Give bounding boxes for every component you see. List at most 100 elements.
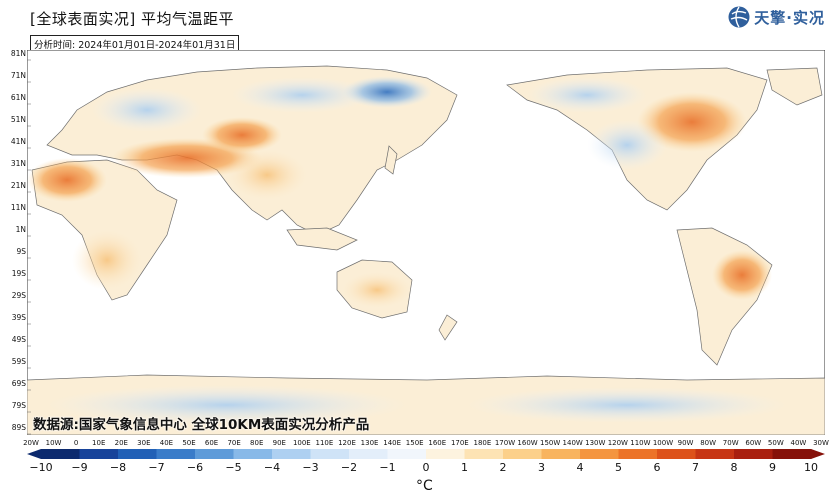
colorbar-tick-label: 0 <box>422 461 430 474</box>
new-zealand-land <box>438 314 458 341</box>
colorbar-tick-label: 6 <box>653 461 661 474</box>
lon-label: 10W <box>45 439 62 447</box>
globe-icon <box>728 6 750 28</box>
lat-label: 49S <box>11 335 26 344</box>
lat-label: 59S <box>11 357 26 366</box>
lon-label: 30W <box>813 439 829 447</box>
lon-label: 130E <box>360 439 379 447</box>
lat-label: 61N <box>10 93 26 102</box>
anomaly-map <box>27 50 825 435</box>
lon-label: 140W <box>562 439 583 447</box>
lon-label: 0 <box>73 439 79 447</box>
lon-label: 130W <box>585 439 606 447</box>
lat-label: 21N <box>10 181 26 190</box>
lat-label: 1N <box>15 225 26 234</box>
lon-label: 140E <box>383 439 402 447</box>
lat-label: 19S <box>11 269 26 278</box>
colorbar-tick-label: −2 <box>340 461 358 474</box>
colorbar-tick-label: 7 <box>692 461 699 474</box>
lat-label: 31N <box>10 159 26 168</box>
colorbar-segment <box>503 449 542 459</box>
colorbar-segment <box>387 449 427 459</box>
lon-label: 160W <box>517 439 538 447</box>
lon-label: 10E <box>92 439 106 447</box>
colorbar-tick-label: −1 <box>379 461 396 474</box>
lat-label: 29S <box>11 291 26 300</box>
lat-label: 51N <box>10 115 26 124</box>
lon-label: 20E <box>114 439 128 447</box>
colorbar-segment <box>695 449 735 459</box>
lon-label: 60E <box>204 439 219 447</box>
lon-label: 100W <box>652 439 674 447</box>
lon-label: 90E <box>272 439 286 447</box>
colorbar-tick-label: −3 <box>302 461 319 474</box>
lon-label: 120E <box>338 439 356 447</box>
indonesia-land <box>286 227 358 251</box>
colorbar-segment <box>272 449 311 459</box>
colorbar-tick-label: 2 <box>499 461 507 474</box>
colorbar-segment <box>464 449 504 459</box>
data-source-note: 数据源:国家气象信息中心 全球10KM表面实况分析产品 <box>33 417 370 433</box>
colorbar-segment <box>233 449 273 459</box>
unit-label: °C <box>416 478 433 494</box>
colorbar-tick-label: −10 <box>29 461 53 474</box>
colorbar-tick-label: −9 <box>71 461 88 474</box>
greenland-land <box>766 67 823 106</box>
lon-label: 50E <box>182 439 196 447</box>
colorbar-max-arrow <box>811 449 825 459</box>
colorbar-segment <box>657 449 696 459</box>
lon-label: 150W <box>539 439 561 447</box>
colorbar-segment <box>734 449 773 459</box>
lon-label: 30E <box>137 439 151 447</box>
lon-label: 50W <box>767 439 784 447</box>
lon-label: 170W <box>494 439 516 447</box>
lon-label: 180E <box>473 439 492 447</box>
lon-label: 150E <box>405 439 424 447</box>
lat-label: 69S <box>11 379 26 388</box>
colorbar-tick-label: −8 <box>109 461 127 474</box>
lon-label: 110E <box>315 439 334 447</box>
lat-label: 89S <box>11 423 26 432</box>
lon-label: 80W <box>700 439 717 447</box>
colorbar-tick-label: 9 <box>769 461 776 474</box>
colorbar-segment <box>310 449 350 459</box>
map-title: [全球表面实况] 平均气温距平 <box>30 10 234 28</box>
lon-label: 60W <box>745 439 762 447</box>
colorbar-segment <box>580 449 619 459</box>
lon-label: 120W <box>607 439 628 447</box>
colorbar-segment <box>426 449 465 459</box>
lat-label: 71N <box>10 71 26 80</box>
lon-label: 70E <box>227 439 241 447</box>
colorbar-tick-label: −4 <box>263 461 281 474</box>
lon-label: 20W <box>23 439 39 447</box>
colorbar-segment <box>618 449 658 459</box>
lon-label: 40W <box>790 439 807 447</box>
colorbar-tick-label: −6 <box>186 461 204 474</box>
lon-label: 110W <box>630 439 651 447</box>
colorbar-segment <box>349 449 388 459</box>
colorbar-segment <box>772 449 812 459</box>
lon-label: 170E <box>450 439 469 447</box>
colorbar-tick-label: −5 <box>225 461 242 474</box>
japan-land <box>384 145 398 175</box>
lon-label: 70W <box>722 439 739 447</box>
lat-label: 79S <box>11 401 26 410</box>
colorbar <box>27 449 825 459</box>
lat-label: 81N <box>10 49 26 58</box>
lon-label: 80E <box>250 439 264 447</box>
colorbar-tick-label: 1 <box>461 461 468 474</box>
lon-label: 40E <box>159 439 174 447</box>
lat-label: 9S <box>16 247 26 256</box>
lat-label: 11N <box>10 203 26 212</box>
colorbar-segment <box>41 449 80 459</box>
colorbar-segment <box>541 449 581 459</box>
colorbar-tick-label: 10 <box>804 461 818 474</box>
lon-label: 160E <box>428 439 447 447</box>
colorbar-tick-label: 5 <box>615 461 622 474</box>
colorbar-segment <box>195 449 234 459</box>
lon-label: 100E <box>292 439 311 447</box>
colorbar-segment <box>156 449 196 459</box>
colorbar-tick-label: 3 <box>538 461 545 474</box>
map-axis-ticks <box>27 59 31 435</box>
colorbar-tick-label: 8 <box>730 461 738 474</box>
